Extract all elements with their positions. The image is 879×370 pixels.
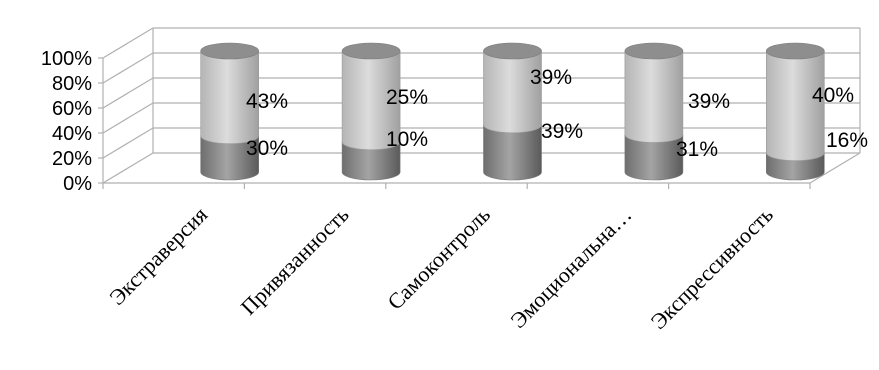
bar-segment-lower bbox=[341, 141, 401, 181]
y-tick-label: 80% bbox=[52, 73, 92, 95]
y-tick-label: 20% bbox=[52, 148, 92, 170]
x-category-label: Привязанность bbox=[236, 202, 354, 320]
y-tick-label: 60% bbox=[52, 98, 92, 120]
floor-right-edge bbox=[809, 152, 861, 184]
bar-top-cap bbox=[483, 42, 542, 60]
data-label: 43% bbox=[246, 90, 288, 113]
bar-top-cap bbox=[624, 42, 684, 60]
gridline-side bbox=[102, 102, 154, 134]
y-tick-label: 100% bbox=[41, 48, 92, 70]
bar-segment-upper bbox=[341, 50, 401, 151]
data-label: 39% bbox=[530, 66, 572, 89]
gridline-side bbox=[102, 27, 154, 59]
y-tick-label: 40% bbox=[52, 123, 92, 145]
bar-segment-lower bbox=[624, 134, 684, 181]
bar-top-cap bbox=[341, 42, 401, 60]
x-category-label: Эмоциональна… bbox=[505, 202, 636, 333]
x-category-label: Экспрессивность bbox=[646, 202, 778, 334]
gridline-side bbox=[102, 152, 154, 184]
data-label: 30% bbox=[246, 137, 288, 160]
gridline-side bbox=[102, 127, 154, 159]
gridline-side bbox=[102, 77, 154, 109]
bars bbox=[200, 42, 825, 181]
data-label: 40% bbox=[812, 84, 854, 107]
y-axis-ticks: 0% 20% 40% 60% 80% 100% bbox=[41, 48, 92, 195]
x-category-label: Самоконтроль bbox=[382, 202, 495, 315]
bar-segment-upper bbox=[766, 50, 825, 161]
data-label: 31% bbox=[676, 138, 718, 161]
bar-segment-lower bbox=[200, 135, 259, 181]
x-axis-categories: Экстраверсия Привязанность Самоконтроль Эмо… bbox=[104, 202, 778, 334]
data-label: 39% bbox=[541, 120, 583, 143]
gridline-side bbox=[102, 52, 154, 84]
bar-top-cap bbox=[765, 42, 825, 60]
bar-segment-upper bbox=[200, 50, 259, 144]
data-label: 16% bbox=[826, 129, 868, 152]
bar-segment-lower bbox=[483, 124, 542, 181]
x-category-label: Экстраверсия bbox=[104, 202, 212, 310]
data-labels: 43% 30% 25% 10% 39% 39% 39% 31% 40% 16% bbox=[246, 66, 868, 161]
y-tick-label: 0% bbox=[63, 173, 92, 195]
bar-segment-upper bbox=[483, 50, 542, 134]
data-label: 39% bbox=[688, 90, 730, 113]
bar-segment-upper bbox=[624, 50, 684, 143]
bar-top-cap bbox=[200, 42, 259, 60]
data-label: 10% bbox=[386, 128, 428, 151]
data-label: 25% bbox=[386, 86, 428, 109]
